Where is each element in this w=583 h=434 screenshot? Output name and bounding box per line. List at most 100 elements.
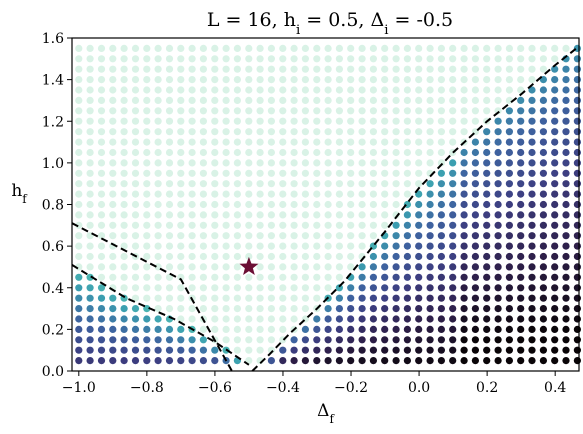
data-point bbox=[301, 336, 309, 344]
data-point bbox=[449, 76, 457, 84]
data-point bbox=[290, 242, 298, 250]
data-point bbox=[573, 148, 582, 157]
data-point bbox=[256, 284, 264, 292]
data-point bbox=[301, 200, 309, 209]
data-point bbox=[222, 305, 230, 313]
data-point bbox=[75, 190, 83, 198]
data-point bbox=[403, 148, 411, 157]
data-point bbox=[188, 211, 196, 219]
data-point bbox=[381, 315, 389, 323]
data-point bbox=[131, 180, 140, 188]
data-point bbox=[313, 44, 321, 53]
data-point bbox=[267, 138, 275, 146]
data-point bbox=[347, 76, 355, 84]
data-point bbox=[188, 242, 196, 250]
data-point bbox=[449, 211, 457, 219]
data-point bbox=[324, 169, 332, 177]
data-point bbox=[177, 76, 185, 84]
data-point bbox=[494, 180, 502, 188]
data-point bbox=[120, 315, 128, 323]
data-point bbox=[233, 148, 241, 157]
data-point bbox=[392, 294, 400, 302]
data-point bbox=[369, 325, 377, 333]
data-point bbox=[211, 263, 219, 271]
data-point bbox=[562, 200, 570, 209]
data-point bbox=[211, 169, 219, 177]
data-point bbox=[415, 96, 423, 104]
data-point bbox=[97, 315, 106, 323]
data-point bbox=[245, 180, 253, 188]
data-point bbox=[75, 294, 83, 302]
x-tick-label: −1.0 bbox=[62, 380, 96, 396]
data-point bbox=[358, 325, 366, 333]
data-point bbox=[301, 55, 309, 63]
data-point bbox=[415, 232, 423, 240]
data-point bbox=[199, 325, 207, 333]
data-point bbox=[211, 284, 219, 292]
data-point bbox=[97, 44, 106, 53]
data-point bbox=[449, 232, 457, 240]
data-point bbox=[471, 138, 479, 146]
data-point bbox=[222, 107, 230, 115]
data-point bbox=[245, 221, 253, 229]
data-point bbox=[449, 86, 457, 94]
data-point bbox=[199, 284, 207, 292]
data-point bbox=[335, 221, 343, 229]
data-point bbox=[471, 273, 479, 281]
data-point bbox=[143, 96, 151, 104]
data-point bbox=[335, 242, 343, 250]
y-tick-label: 1.2 bbox=[42, 114, 64, 130]
data-point bbox=[143, 190, 151, 198]
data-point bbox=[347, 138, 355, 146]
data-point bbox=[211, 211, 219, 219]
data-point bbox=[517, 55, 525, 63]
data-point bbox=[233, 263, 241, 271]
data-point bbox=[290, 263, 298, 271]
data-point bbox=[426, 138, 434, 146]
data-point bbox=[347, 305, 355, 313]
data-point bbox=[358, 128, 366, 136]
data-point bbox=[97, 76, 106, 84]
data-point bbox=[120, 55, 128, 63]
data-point bbox=[245, 325, 253, 333]
data-point bbox=[358, 55, 366, 63]
data-point bbox=[301, 159, 309, 167]
data-point bbox=[437, 357, 445, 365]
data-point bbox=[97, 117, 106, 125]
data-point bbox=[324, 346, 332, 354]
data-point bbox=[256, 107, 264, 115]
data-point bbox=[483, 96, 491, 104]
data-point bbox=[551, 315, 559, 323]
data-point bbox=[199, 138, 207, 146]
data-point bbox=[313, 252, 321, 261]
data-point bbox=[324, 325, 332, 333]
data-point bbox=[279, 200, 287, 209]
x-tick-label: −0.4 bbox=[266, 380, 300, 396]
data-point bbox=[177, 305, 185, 313]
data-point bbox=[109, 336, 117, 344]
data-point bbox=[551, 305, 559, 313]
data-point bbox=[539, 107, 548, 115]
data-point bbox=[131, 117, 140, 125]
data-point bbox=[562, 128, 570, 136]
data-point bbox=[165, 128, 174, 136]
data-point bbox=[381, 263, 389, 271]
data-point bbox=[313, 180, 321, 188]
data-point bbox=[347, 325, 355, 333]
data-point bbox=[165, 232, 174, 240]
data-point bbox=[188, 44, 196, 53]
data-point bbox=[211, 190, 219, 198]
data-point bbox=[120, 211, 128, 219]
data-point bbox=[267, 315, 275, 323]
data-point bbox=[415, 180, 423, 188]
data-point bbox=[449, 128, 457, 136]
chart-title: L = 16, hi = 0.5, Δi = -0.5 bbox=[207, 9, 453, 38]
data-point bbox=[573, 305, 582, 313]
data-point bbox=[279, 294, 287, 302]
data-point bbox=[313, 169, 321, 177]
data-point bbox=[528, 221, 536, 229]
data-point bbox=[324, 284, 332, 292]
data-point bbox=[256, 336, 264, 344]
data-point bbox=[97, 252, 106, 261]
data-point bbox=[199, 148, 207, 157]
